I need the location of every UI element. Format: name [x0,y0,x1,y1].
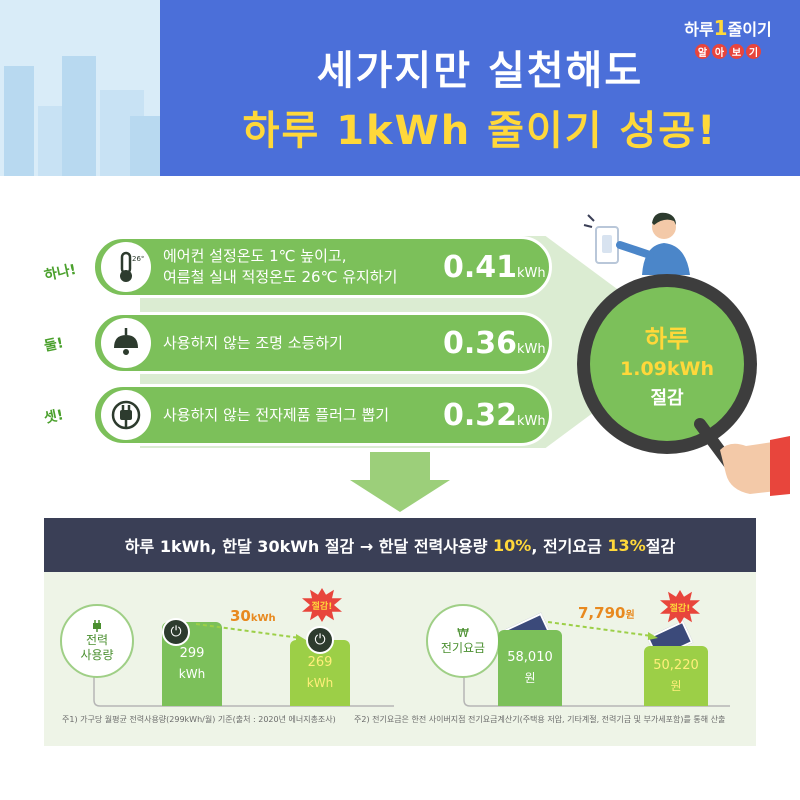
bill-baseline [463,640,730,707]
down-arrow-icon [350,452,450,512]
campaign-logo: 하루1줄이기 알 아 보 기 [668,16,788,59]
tip-text-line1: 사용하지 않는 전자제품 플러그 뽑기 [163,405,390,424]
magnifier-handle-hand [694,418,790,496]
power-baseline [93,640,394,707]
page-title-line1: 세가지만 실천해도 [316,48,644,94]
tip-unit: kWh [517,265,546,281]
bill-diff-value: 7,790 [578,604,626,622]
plug-icon: ⏻ [162,618,190,646]
tip-value: 0.41 [443,249,518,285]
logo-sub-char: 보 [729,44,744,59]
plug-icon [93,620,101,632]
footnote-2: 주2) 전기요금은 한전 사이버지점 전기요금계산기(주택용 저압, 기타계절,… [354,715,726,724]
logo-sub-char: 알 [695,44,710,59]
summary-text: 절감 [645,537,676,556]
page-title-line2: 하루 1kWh 줄이기 성공! [242,108,718,154]
building [4,66,34,176]
tip-value: 0.36 [443,325,518,361]
logo-text-one: 1 [713,16,728,40]
plug-icon: ⏻ [306,626,334,654]
tip-ordinal: 셋! [42,407,65,427]
tip-ordinal: 하나! [42,261,78,285]
building [62,56,96,176]
bill-after-bar: 50,220 원 [644,646,708,706]
power-after-value: 269 [307,655,333,670]
summary-text: , 전기요금 [531,537,602,556]
bill-after-unit: 원 [670,679,682,693]
tip-item-plug: 사용하지 않는 전자제품 플러그 뽑기 0.32kWh [92,384,552,446]
power-before-value: 299 [179,646,205,661]
thermometer-label: 26℃ [132,255,144,263]
footnote-1: 주1) 가구당 월평균 전력사용량(299kWh/월) 기준(출처 : 2020… [62,715,336,724]
summary-bar: 하루 1kWh, 한달 30kWh 절감 → 한달 전력사용량 10%, 전기요… [44,518,756,572]
power-diff-arrow [196,623,306,642]
power-diff-value: 30 [230,607,251,625]
logo-text-b: 줄이기 [727,20,772,39]
power-diff-unit: kWh [250,613,276,624]
power-before-unit: kWh [178,667,206,681]
summary-highlight: 10% [493,535,532,555]
title-banner: 세가지만 실천해도 하루 1kWh 줄이기 성공! [160,0,800,176]
tip-unit: kWh [517,341,546,357]
bill-after-value: 50,220 [653,658,699,673]
logo-text-a: 하루 [684,20,714,39]
bill-label: 전기요금 [440,641,486,655]
magnifier-line2: 1.09kWh [620,357,714,380]
logo-sub-char: 아 [712,44,727,59]
won-icon: ₩ [457,626,469,640]
tip-text-line1: 에어컨 설정온도 1℃ 높이고, [163,247,347,265]
power-label-line2: 사용량 [80,648,114,662]
summary-highlight: 13% [607,535,646,555]
bill-diff-unit: 원 [625,610,635,621]
summary-text: 하루 1kWh, 한달 30kWh 절감 → 한달 전력사용량 [124,537,488,556]
tip-text-line2: 여름철 실내 적정온도 26℃ 유지하기 [163,268,398,286]
magnifier-line3: 절감 [650,387,684,409]
person-switch-illustration [583,212,690,275]
power-label-circle: 전력 사용량 [60,604,134,678]
tip-ordinal: 둘! [42,335,65,355]
lamp-icon [101,318,151,368]
tip-value: 0.32 [443,397,518,433]
thermometer-icon: 26℃ [101,242,151,292]
bill-before-bar: 58,010 원 [498,630,562,706]
power-after-unit: kWh [306,676,334,690]
bill-before-unit: 원 [524,671,536,685]
tip-item-ac: 26℃ 에어컨 설정온도 1℃ 높이고, 여름철 실내 적정온도 26℃ 유지하… [92,236,552,298]
bill-diff-arrow [548,621,658,640]
bill-label-circle: ₩ 전기요금 [426,604,500,678]
bill-before-value: 58,010 [507,650,553,665]
tip-unit: kWh [517,413,546,429]
power-label-line1: 전력 [85,633,109,647]
logo-sub-char: 기 [746,44,761,59]
bill-diff: 7,790원 [578,604,635,622]
power-diff: 30kWh [230,607,276,625]
tip-text-line1: 사용하지 않는 조명 소등하기 [163,333,343,352]
tip-item-light: 사용하지 않는 조명 소등하기 0.36kWh [92,312,552,374]
building [130,116,160,176]
magnifier-total-savings: 하루 1.09kWh 절감 [590,287,744,441]
city-illustration [0,0,160,176]
plug-icon [101,390,151,440]
magnifier-line1: 하루 [644,324,690,353]
